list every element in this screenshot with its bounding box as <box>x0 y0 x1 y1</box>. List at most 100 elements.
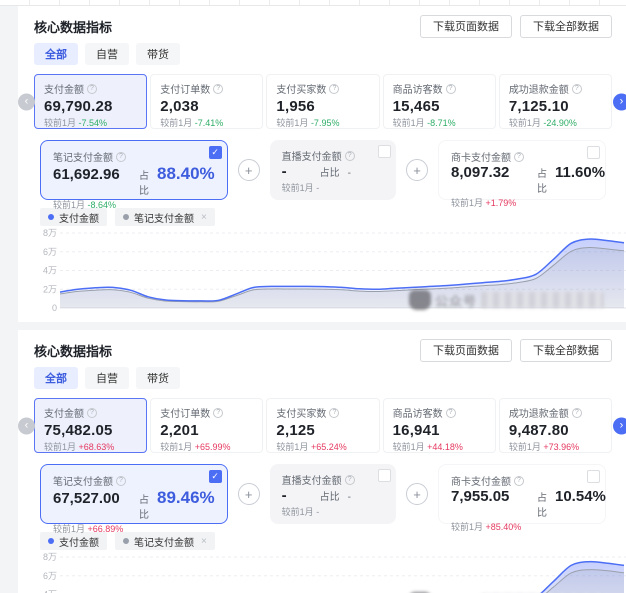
checkbox-checked-icon[interactable]: ✓ <box>208 470 222 483</box>
help-icon[interactable]: ? <box>445 407 456 418</box>
subcard-label: 商卡支付金额 <box>451 153 511 164</box>
help-icon[interactable]: ? <box>213 83 224 94</box>
download-all-data-button[interactable]: 下载全部数据 <box>520 338 612 362</box>
download-page-data-button[interactable]: 下载页面数据 <box>420 14 512 38</box>
legend-item-payment[interactable]: 支付金额 <box>40 208 107 226</box>
checkbox-unchecked-icon[interactable] <box>378 469 391 482</box>
metric-card-payment-amount[interactable]: 支付金额? 75,482.05 较前1月 +68.63% <box>34 398 148 453</box>
carousel-next-icon[interactable]: › <box>613 93 626 110</box>
compare-label: 较前1月 <box>160 118 193 128</box>
checkbox-checked-icon[interactable]: ✓ <box>208 146 222 159</box>
subcard-value: 7,955.05 <box>451 488 510 505</box>
metric-value: 9,487.80 <box>508 422 569 439</box>
help-icon[interactable]: ? <box>514 151 524 162</box>
metric-card-order-count[interactable]: 支付订单数? 2,038 较前1月 -7.41% <box>150 74 264 129</box>
carousel-prev-icon[interactable]: ‹ <box>18 417 35 434</box>
subcard-product-card-payment[interactable]: 商卡支付金额? 7,955.05 占比 10.54% 较前1月 +85.40% <box>438 464 606 532</box>
subcard-live-payment[interactable]: 直播支付金额? - 占比 - 较前1月 - <box>269 140 396 200</box>
help-icon[interactable]: ? <box>329 407 340 418</box>
metric-card-payment-amount[interactable]: 支付金额? 69,790.28 较前1月 -7.54% <box>34 74 148 129</box>
metric-card-buyer-count[interactable]: 支付买家数? 1,956 较前1月 -7.95% <box>266 74 380 129</box>
subcard-label: 笔记支付金额 <box>53 477 113 488</box>
subcard-label: 直播支付金额 <box>281 476 342 487</box>
change-value: -8.64% <box>87 200 117 210</box>
help-icon[interactable]: ? <box>344 474 355 485</box>
legend-label: 笔记支付金额 <box>134 213 194 225</box>
panel-title: 核心数据指标 <box>34 343 113 359</box>
compare-label: 较前1月 <box>281 183 314 193</box>
checkbox-unchecked-icon[interactable] <box>587 146 600 159</box>
help-icon[interactable]: ? <box>213 407 224 418</box>
legend-item-note-payment[interactable]: 笔记支付金额 × <box>115 532 215 550</box>
tab-affiliate[interactable]: 带货 <box>136 43 180 65</box>
legend-label: 笔记支付金额 <box>134 537 194 549</box>
ratio-value: 11.60% <box>555 164 606 181</box>
ratio-label: 占比 <box>139 171 149 197</box>
tab-self-operated[interactable]: 自营 <box>85 43 129 65</box>
help-icon[interactable]: ? <box>344 150 355 161</box>
metric-value: 2,201 <box>160 422 199 439</box>
metric-value: 1,956 <box>276 98 315 115</box>
help-icon[interactable]: ? <box>87 83 97 94</box>
help-icon[interactable]: ? <box>571 83 582 94</box>
ratio-label: 占比 <box>537 493 547 519</box>
help-icon[interactable]: ? <box>87 407 97 418</box>
checkbox-unchecked-icon[interactable] <box>587 470 600 483</box>
svg-text:2万: 2万 <box>43 284 57 294</box>
legend-label: 支付金额 <box>59 213 99 225</box>
subcard-product-card-payment[interactable]: 商卡支付金额? 8,097.32 占比 11.60% 较前1月 +1.79% <box>438 140 606 208</box>
metric-label: 支付订单数 <box>160 85 211 96</box>
ratio-value: 89.46% <box>157 488 215 507</box>
subcard-live-payment[interactable]: 直播支付金额? - 占比 - 较前1月 - <box>269 464 396 524</box>
tab-affiliate[interactable]: 带货 <box>136 367 180 389</box>
change-value: -8.71% <box>427 118 456 128</box>
carousel-prev-icon[interactable]: ‹ <box>18 93 35 110</box>
metric-label: 商品访客数 <box>392 409 443 420</box>
plus-icon: + <box>406 159 428 181</box>
legend-label: 支付金额 <box>59 537 99 549</box>
subcard-note-payment[interactable]: ✓ 笔记支付金额? 61,692.96 占比 88.40% 较前1月 -8.64… <box>40 140 228 210</box>
help-icon[interactable]: ? <box>116 151 126 162</box>
legend-item-payment[interactable]: 支付金额 <box>40 532 107 550</box>
payment-breakdown-row: ✓ 笔记支付金额? 67,527.00 占比 89.46% 较前1月 +66.8… <box>40 464 606 534</box>
ratio-label: 占比 <box>319 492 340 503</box>
compare-label: 较前1月 <box>53 524 86 534</box>
chart-legend: 支付金额 笔记支付金额 × <box>40 208 612 226</box>
metric-value: 15,465 <box>392 98 440 115</box>
close-icon[interactable]: × <box>201 211 207 223</box>
metric-label: 成功退款金额 <box>508 85 569 96</box>
compare-label: 较前1月 <box>276 118 309 128</box>
compare-label: 较前1月 <box>508 118 541 128</box>
help-icon[interactable]: ? <box>329 83 340 94</box>
metric-card-order-count[interactable]: 支付订单数? 2,201 较前1月 +65.99% <box>150 398 264 453</box>
help-icon[interactable]: ? <box>514 475 524 486</box>
change-value: +44.18% <box>427 442 463 452</box>
change-value: +85.40% <box>485 522 522 532</box>
ratio-label: 占比 <box>319 168 340 179</box>
legend-item-note-payment[interactable]: 笔记支付金额 × <box>115 208 215 226</box>
help-icon[interactable]: ? <box>445 83 456 94</box>
tab-all[interactable]: 全部 <box>34 367 78 389</box>
tab-all[interactable]: 全部 <box>34 43 78 65</box>
metric-card-refund-amount[interactable]: 成功退款金额? 7,125.10 较前1月 -24.90% <box>498 74 613 129</box>
help-icon[interactable]: ? <box>571 407 582 418</box>
tab-self-operated[interactable]: 自营 <box>85 367 129 389</box>
close-icon[interactable]: × <box>201 535 207 547</box>
change-value: +68.63% <box>78 442 115 452</box>
core-metrics-panel-1: 核心数据指标 下载页面数据 下载全部数据 全部 自营 带货 ‹ 支付金额? 69… <box>18 6 626 322</box>
download-page-data-button[interactable]: 下载页面数据 <box>420 338 512 362</box>
change-value: - <box>316 507 320 517</box>
metric-card-buyer-count[interactable]: 支付买家数? 2,125 较前1月 +65.24% <box>266 398 380 453</box>
metric-card-row: ‹ 支付金额? 75,482.05 较前1月 +68.63% 支付订单数? 2,… <box>18 398 626 453</box>
carousel-next-icon[interactable]: › <box>613 417 626 434</box>
metric-card-product-visitors[interactable]: 商品访客数? 15,465 较前1月 -8.71% <box>382 74 496 129</box>
svg-text:6万: 6万 <box>43 247 57 257</box>
svg-text:4万: 4万 <box>43 590 57 593</box>
metric-card-refund-amount[interactable]: 成功退款金额? 9,487.80 较前1月 +73.96% <box>498 398 613 453</box>
help-icon[interactable]: ? <box>116 475 126 486</box>
metric-card-product-visitors[interactable]: 商品访客数? 16,941 较前1月 +44.18% <box>382 398 496 453</box>
checkbox-unchecked-icon[interactable] <box>378 145 391 158</box>
download-all-data-button[interactable]: 下载全部数据 <box>520 14 612 38</box>
subcard-note-payment[interactable]: ✓ 笔记支付金额? 67,527.00 占比 89.46% 较前1月 +66.8… <box>40 464 228 534</box>
